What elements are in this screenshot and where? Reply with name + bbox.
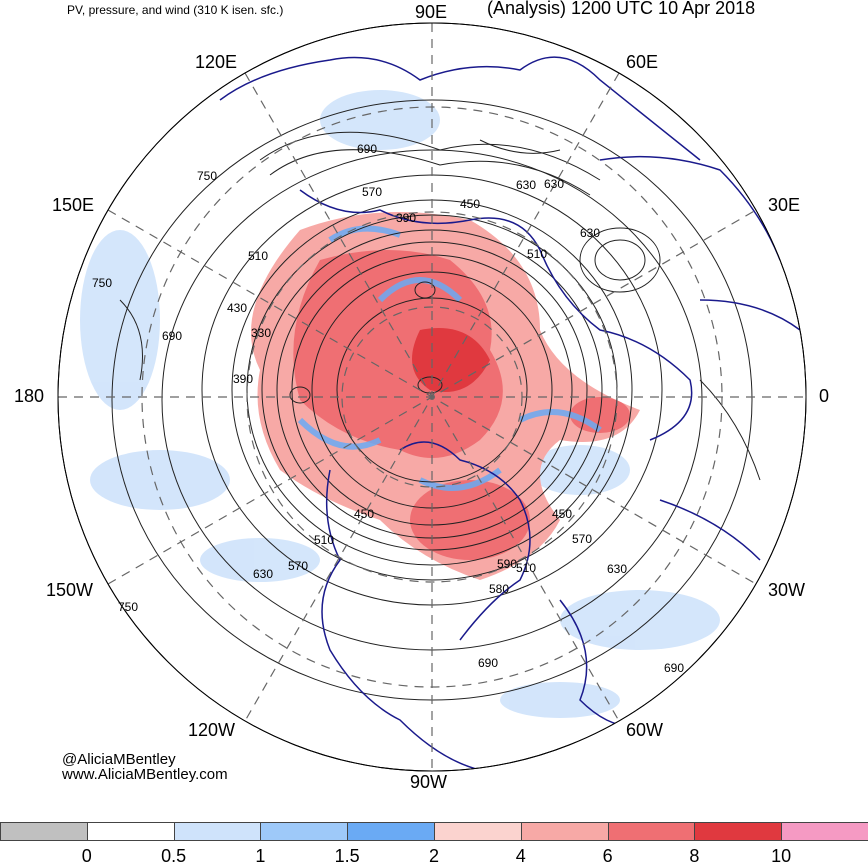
contour-label: 630 (253, 567, 273, 581)
contour-label: 690 (162, 329, 182, 343)
colorbar-tick-label: 0 (81, 846, 92, 866)
colorbar-swatch (173, 822, 262, 841)
colorbar-tick-label: 1.5 (334, 846, 360, 866)
lon-label-60e: 60E (626, 52, 659, 72)
pv-high-region (251, 212, 640, 580)
contour-label: 630 (516, 178, 536, 192)
lon-label-30e: 30E (768, 195, 801, 215)
colorbar-swatch (434, 822, 522, 841)
contour-label: 510 (314, 533, 334, 547)
lon-label-120e: 120E (195, 52, 238, 72)
credit-handle: @AliciaMBentley (62, 751, 176, 768)
contour-label: 690 (357, 142, 377, 156)
lon-label-30w: 30W (768, 580, 806, 600)
contour-label: 330 (251, 326, 271, 340)
graticule (58, 23, 806, 771)
map-valid-time: (Analysis) 1200 UTC 10 Apr 2018 (487, 0, 756, 18)
contour-label: 630 (544, 177, 564, 191)
pv-blue-filaments (297, 225, 602, 491)
polar-stereographic-map: 690 750 570 630 390 450 510 750 690 330 … (57, 22, 807, 772)
contour-label: 390 (396, 211, 416, 225)
credit-website: www.AliciaMBentley.com (62, 766, 228, 783)
contour-label: 450 (460, 197, 480, 211)
contour-label: 690 (664, 661, 684, 675)
colorbar-swatch (347, 822, 435, 841)
colorbar-swatch (260, 822, 349, 841)
colorbar-swatch (607, 822, 696, 841)
colorbar-swatch (86, 822, 175, 841)
lon-label-150e: 150E (52, 195, 95, 215)
colorbar-swatch (694, 822, 783, 841)
contour-label: 590 (497, 557, 517, 571)
contour-label: 570 (362, 185, 382, 199)
lon-label-150w: 150W (46, 580, 94, 600)
colorbar-swatch (781, 822, 868, 841)
colorbar-tick-label: 10 (771, 846, 792, 866)
contour-label: 510 (516, 561, 536, 575)
contour-label: 450 (552, 507, 572, 521)
colorbar-tick-label: 8 (689, 846, 700, 866)
pv-colorbar (0, 822, 868, 842)
contour-label: 430 (227, 301, 247, 315)
colorbar-tick-label: 2 (428, 846, 440, 866)
colorbar-tick-label: 4 (515, 846, 526, 866)
contour-label: 580 (489, 582, 509, 596)
colorbar-tick-label: 1 (255, 846, 266, 866)
contour-value-labels: 690 750 570 630 390 450 510 750 690 330 … (92, 142, 684, 675)
contour-label: 630 (580, 226, 600, 240)
contour-label: 510 (248, 249, 268, 263)
colorbar-swatch (0, 822, 88, 841)
contour-label: 630 (607, 562, 627, 576)
contour-label: 570 (288, 559, 308, 573)
contour-label: 390 (233, 372, 253, 386)
coastlines (219, 56, 801, 771)
lon-label-90w: 90W (410, 772, 448, 792)
lon-label-0: 0 (819, 386, 830, 406)
contour-label: 750 (118, 600, 138, 614)
contour-label: 510 (527, 247, 547, 261)
contour-label: 690 (478, 656, 498, 670)
lon-label-180: 180 (14, 386, 45, 406)
colorbar-tick-label: 6 (602, 846, 613, 866)
lon-label-120w: 120W (188, 720, 236, 740)
contour-label: 750 (92, 276, 112, 290)
lon-label-60w: 60W (626, 720, 664, 740)
colorbar-swatch (520, 822, 609, 841)
lon-label-90e: 90E (415, 2, 448, 22)
contour-label: 750 (197, 169, 217, 183)
contour-label: 450 (354, 507, 374, 521)
contour-label: 570 (572, 532, 592, 546)
colorbar-tick-label: 0.5 (161, 846, 187, 866)
map-subtitle: PV, pressure, and wind (310 K isen. sfc.… (67, 3, 284, 17)
